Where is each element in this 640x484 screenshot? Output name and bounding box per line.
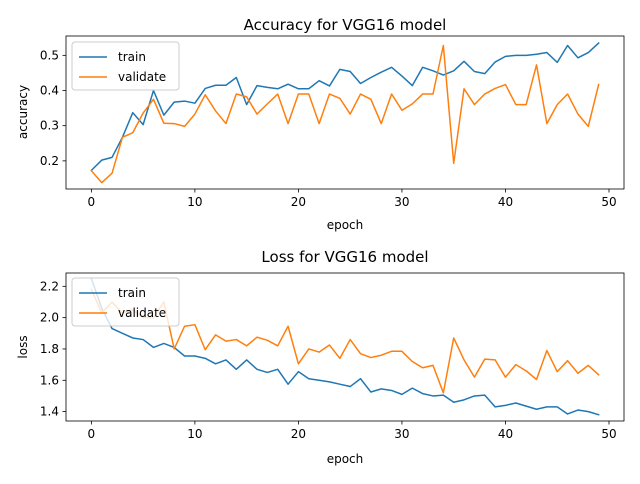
loss-chart: Loss for VGG16 model 0 10 20 30 40 50 1.4 1.6 1.… [16, 248, 625, 466]
loss-chart-title: Loss for VGG16 model [261, 248, 428, 266]
loss-y-tick-label: 2.2 [40, 279, 59, 293]
loss-x-tick-label: 50 [601, 427, 616, 441]
loss-y-tick-label: 1.6 [40, 373, 59, 387]
accuracy-series-group [90, 41, 600, 184]
accuracy-legend-validate-label: validate [118, 70, 166, 84]
accuracy-chart: Accuracy for VGG16 model 0 10 20 30 40 500.20… [16, 16, 625, 232]
accuracy-plot-area: 0 10 20 30 40 50 0.2 0.3 0.4 0.5 [40, 35, 625, 209]
loss-plot-area: 0 10 20 30 40 50 1.4 1.6 1.8 2.0 2.2 [40, 272, 625, 441]
accuracy-y-tick-label: 0.4 [40, 84, 59, 98]
loss-x-tick-label: 0 [88, 427, 96, 441]
loss-x-tick-label: 40 [498, 427, 513, 441]
accuracy-legend-box [71, 41, 180, 91]
accuracy-y-tick-label: 0.5 [40, 48, 59, 62]
accuracy-chart-title: Accuracy for VGG16 model [244, 16, 447, 34]
accuracy-x-axis-label: epoch [327, 218, 364, 232]
loss-legend-validate-label: validate [118, 306, 166, 320]
loss-series-train [90, 277, 600, 416]
loss-x-axis-label: epoch [327, 452, 364, 466]
accuracy-y-axis-label: accuracy [16, 85, 30, 139]
accuracy-y-tick-label: 0.2 [40, 154, 59, 168]
loss-series-validate [90, 288, 600, 394]
accuracy-legend: train validate [71, 41, 180, 91]
loss-legend-box [71, 277, 180, 327]
loss-x-tick-label: 30 [394, 427, 409, 441]
loss-legend-train-label: train [118, 286, 146, 300]
accuracy-x-tick-label: 40 [498, 195, 513, 209]
loss-legend: train validate [71, 277, 180, 327]
accuracy-x-tick-label: 30 [394, 195, 409, 209]
accuracy-x-tick-label: 20 [291, 195, 306, 209]
accuracy-series-validate [90, 44, 600, 184]
loss-x-tick-label: 20 [291, 427, 306, 441]
loss-series-group [90, 277, 600, 416]
loss-y-tick-label: 2.0 [40, 311, 59, 325]
loss-y-tick-label: 1.4 [40, 405, 59, 419]
loss-y-axis-label: loss [16, 335, 30, 358]
accuracy-x-tick-label: 0 [88, 195, 96, 209]
accuracy-x-tick-label: 50 [601, 195, 616, 209]
accuracy-y-tick-label: 0.3 [40, 119, 59, 133]
accuracy-series-train [90, 41, 600, 172]
loss-y-tick-label: 1.8 [40, 342, 59, 356]
loss-x-tick-label: 10 [187, 427, 202, 441]
accuracy-x-tick-label: 10 [187, 195, 202, 209]
loss-axes-frame [65, 272, 625, 422]
accuracy-legend-train-label: train [118, 50, 146, 64]
accuracy-axes-frame [65, 35, 625, 190]
